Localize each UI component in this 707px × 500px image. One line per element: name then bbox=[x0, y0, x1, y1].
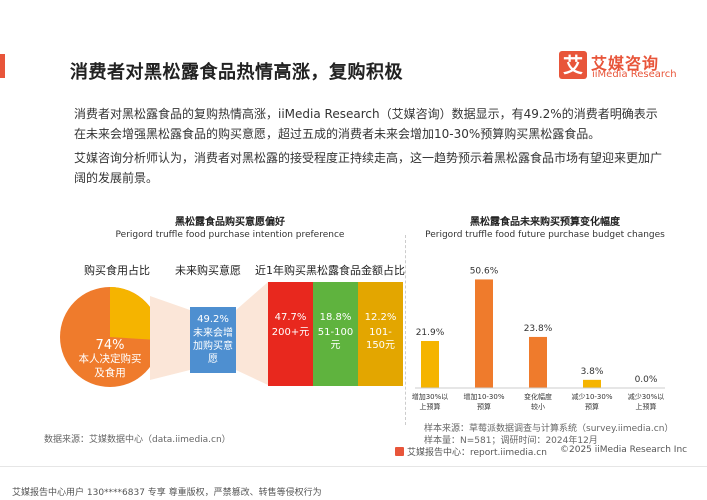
logo-cn-text: 艾媒咨询 bbox=[591, 54, 660, 73]
category-label-1-1: 预算 bbox=[477, 402, 491, 411]
amount-value-1: 47.7% bbox=[274, 312, 307, 323]
right-source-line1: 样本来源：草莓派数据调查与计算系统（survey.iimedia.cn） bbox=[424, 424, 674, 434]
paragraph-1: 消费者对黑松露食品的复购热情高涨，iiMedia Research（艾媒咨询）数… bbox=[74, 107, 658, 141]
connector-2 bbox=[236, 282, 268, 385]
col-header-consumption: 购买食用占比 bbox=[84, 264, 150, 277]
bar-0 bbox=[421, 341, 439, 388]
category-label-3-0: 减少10-30% bbox=[572, 392, 613, 401]
category-label-1-0: 增加10-30% bbox=[464, 392, 505, 401]
paragraph-2: 艾媒咨询分析师认为，消费者对黑松露的接受程度正持续走高，这一趋势预示着黑松露食品… bbox=[74, 151, 663, 185]
bar-2 bbox=[529, 336, 547, 388]
amount-box-200plus bbox=[268, 282, 313, 386]
pie-main-label: 本人决定购买及食用 bbox=[78, 353, 142, 379]
category-label-2-1: 较小 bbox=[531, 402, 545, 411]
pie-main-value: 74% bbox=[95, 338, 125, 353]
category-label-0-1: 上预算 bbox=[420, 402, 441, 411]
amount-value-3: 12.2% bbox=[364, 312, 397, 323]
category-label-4-0: 减少30%以 bbox=[628, 392, 665, 401]
right-chart-subtitle: Perigord truffle food future purchase bu… bbox=[425, 230, 665, 240]
left-chart-title: 黑松露食品购买意愿偏好 bbox=[175, 217, 285, 228]
right-source-line2: 样本量：N=581；调研时间：2024年12月 bbox=[424, 436, 598, 446]
pie-minor-slice bbox=[110, 287, 160, 341]
category-label-2-0: 变化幅度 bbox=[524, 392, 552, 401]
bar-value-label-2: 23.8% bbox=[524, 324, 553, 334]
intention-box bbox=[190, 307, 236, 373]
amount-box-51-100 bbox=[313, 282, 358, 386]
bar-1 bbox=[475, 279, 493, 388]
col-header-intention: 未来购买意愿 bbox=[175, 264, 241, 277]
footer-copyright: ©2025 iiMedia Research Inc bbox=[560, 445, 688, 455]
left-chart-subtitle: Perigord truffle food purchase intention… bbox=[115, 230, 345, 240]
intention-value: 49.2% bbox=[197, 314, 229, 325]
connector-1 bbox=[150, 296, 190, 380]
bar-value-label-4: 0.0% bbox=[635, 375, 658, 385]
bar-3 bbox=[583, 379, 601, 388]
intention-label: 未来会增加购买意愿 bbox=[193, 328, 233, 365]
category-label-4-1: 上预算 bbox=[636, 402, 657, 411]
category-label-3-1: 预算 bbox=[585, 402, 599, 411]
bar-value-label-0: 21.9% bbox=[416, 328, 445, 338]
page-title: 消费者对黑松露食品热情高涨，复购积极 bbox=[70, 62, 403, 83]
amount-label-1: 200+元 bbox=[271, 327, 310, 338]
chart-divider bbox=[405, 235, 406, 425]
footer-divider bbox=[0, 466, 707, 467]
footer-report-text: 艾媒报告中心：report.iimedia.cn bbox=[407, 448, 547, 458]
amount-label-2: 51-100元 bbox=[317, 327, 354, 351]
amount-label-3: 101-150元 bbox=[365, 327, 396, 351]
footer-notice: 艾媒报告中心用户 130****6837 专享 尊重版权，严禁篡改、转售等侵权行… bbox=[12, 488, 322, 498]
right-chart-title: 黑松露食品未来购买预算变化幅度 bbox=[470, 217, 620, 228]
logo: 艾 艾媒咨询 iiMedia Research bbox=[559, 47, 689, 87]
title-accent-bar bbox=[0, 54, 5, 78]
bar-value-label-1: 50.6% bbox=[470, 266, 499, 276]
bar-value-label-3: 3.8% bbox=[581, 367, 604, 377]
amount-box-101-150 bbox=[358, 282, 403, 386]
logo-en-text: iiMedia Research bbox=[592, 69, 677, 80]
amount-value-2: 18.8% bbox=[319, 312, 352, 323]
category-label-0-0: 增加30%以 bbox=[412, 392, 449, 401]
report-center-icon bbox=[395, 447, 404, 456]
footer-report-center: 艾媒报告中心：report.iimedia.cn bbox=[395, 445, 547, 458]
col-header-amount-share: 近1年购买黑松露食品金额占比 bbox=[255, 264, 405, 277]
logo-badge: 艾 bbox=[559, 51, 587, 79]
left-source: 数据来源：艾媒数据中心（data.iimedia.cn） bbox=[44, 435, 231, 445]
